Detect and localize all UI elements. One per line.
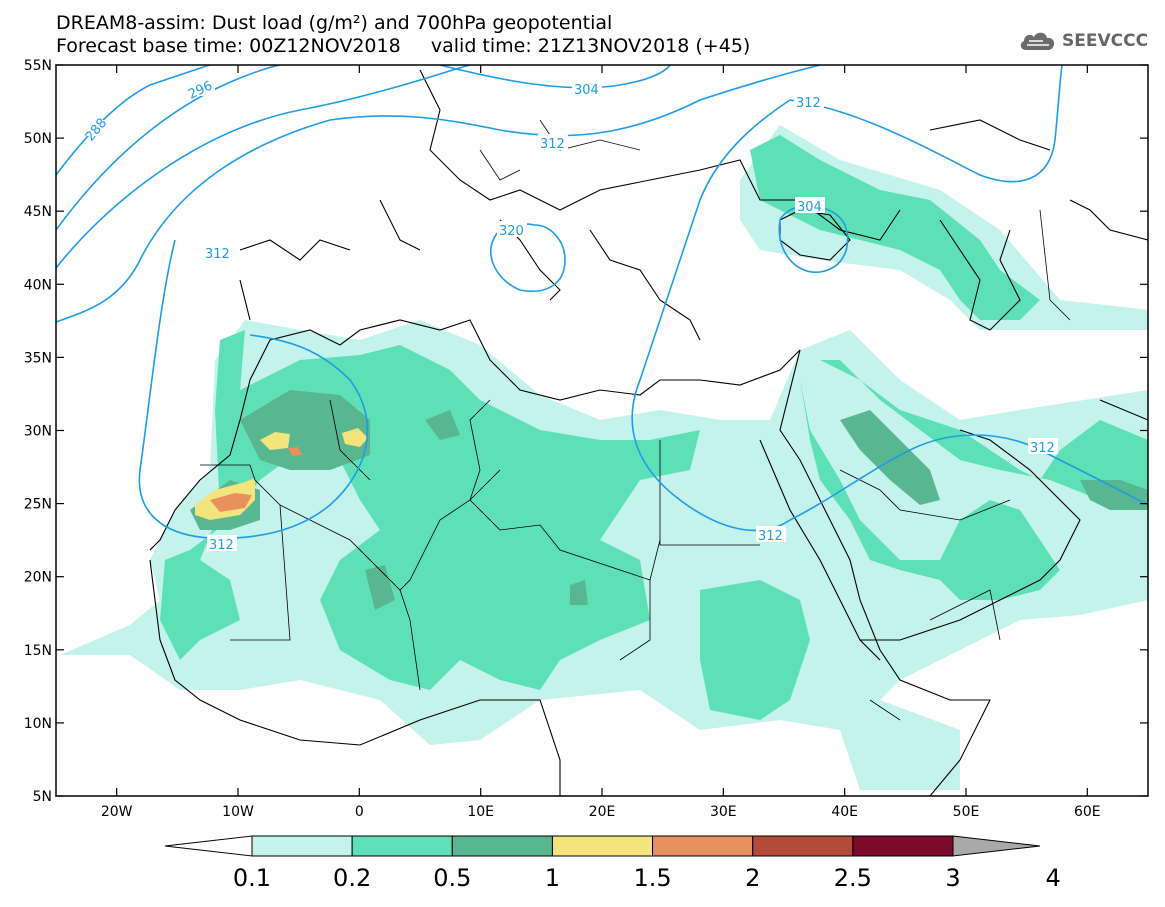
colorbar-high-end — [952, 835, 1041, 857]
longitude-label: 50E — [953, 804, 980, 820]
contour-label: 304 — [797, 200, 822, 215]
contour-label: 320 — [499, 224, 524, 239]
contour-label: 312 — [758, 529, 783, 544]
latitude-label: 15N — [24, 643, 52, 659]
contour-label: 312 — [205, 247, 230, 262]
logo-text: SEEVCCC — [1062, 31, 1149, 51]
longitude-label: 10W — [222, 804, 254, 820]
dust-region-medium — [800, 360, 1148, 600]
dust-region-medium — [750, 135, 1040, 320]
dust-fill-layer — [56, 65, 1148, 796]
colorbar-low-end — [164, 835, 253, 857]
dust-region-dense — [840, 410, 940, 505]
forecast-times: Forecast base time: 00Z12NOV2018 valid t… — [56, 35, 751, 57]
longitude-label: 20W — [101, 804, 133, 820]
longitude-label: 20E — [589, 804, 616, 820]
colorbar-segment — [652, 835, 754, 857]
longitude-label: 40E — [831, 804, 858, 820]
longitude-label: 30E — [710, 804, 737, 820]
contour-label-layer: 296 288 304 312 312 312 312 320 304 312 … — [80, 78, 1058, 553]
contour-label: 312 — [1030, 441, 1055, 456]
latitude-label: 50N — [24, 131, 52, 147]
longitude-axis: 20W 10W 0 10E 20E 30E 40E 50E 60E — [101, 65, 1101, 820]
dust-region-dense — [1080, 480, 1148, 510]
colorbar-level-label: 2.5 — [834, 864, 872, 892]
colorbar-segment — [852, 835, 954, 857]
latitude-label: 30N — [24, 424, 52, 440]
dust-region-dense — [240, 390, 370, 470]
longitude-label: 10E — [467, 804, 494, 820]
colorbar-level-label: 0.2 — [333, 864, 371, 892]
dust-region-high — [342, 428, 368, 447]
latitude-label: 20N — [24, 570, 52, 586]
latitude-label: 35N — [24, 350, 52, 366]
latitude-label: 40N — [24, 277, 52, 293]
colorbar-level-label: 0.5 — [433, 864, 471, 892]
colorbar-level-label: 3 — [945, 864, 960, 892]
colorbar-legend: 0.1 0.2 0.5 1 1.5 2 2.5 3 4 — [164, 835, 1061, 892]
contour-label: 312 — [540, 137, 565, 152]
latitude-label: 45N — [24, 204, 52, 220]
latitude-axis: 55N 50N 45N 40N 35N 30N 25N 20N 15N 10N 5N — [24, 58, 1148, 805]
colorbar-segment — [752, 835, 854, 857]
contour-label: 312 — [209, 538, 234, 553]
colorbar-level-label: 1.5 — [633, 864, 671, 892]
latitude-label: 10N — [24, 716, 52, 732]
colorbar-level-label: 2 — [745, 864, 760, 892]
dust-region-very-high — [210, 493, 252, 512]
longitude-label: 60E — [1074, 804, 1101, 820]
longitude-label: 0 — [355, 804, 364, 820]
colorbar-level-label: 1 — [545, 864, 560, 892]
colorbar-level-label: 4 — [1046, 864, 1061, 892]
colorbar-level-label: 0.1 — [233, 864, 271, 892]
map-title: DREAM8-assim: Dust load (g/m²) and 700hP… — [56, 12, 613, 34]
colorbar-segment — [551, 835, 654, 857]
latitude-label: 55N — [24, 58, 52, 74]
colorbar-segment — [251, 835, 353, 857]
dust-region-high — [260, 432, 290, 450]
latitude-label: 25N — [24, 497, 52, 513]
geopotential-contours — [56, 65, 1148, 540]
colorbar-segment — [451, 835, 553, 857]
seevccc-logo: SEEVCCC — [1018, 26, 1148, 56]
latitude-label: 5N — [33, 789, 52, 805]
contour-label: 304 — [574, 83, 599, 98]
dust-region-dense — [365, 410, 588, 610]
colorbar-segment — [351, 835, 453, 857]
dust-region-very-high — [288, 447, 302, 456]
cloud-icon — [1020, 32, 1055, 50]
dust-region-medium — [700, 580, 810, 720]
contour-label: 312 — [796, 96, 821, 111]
